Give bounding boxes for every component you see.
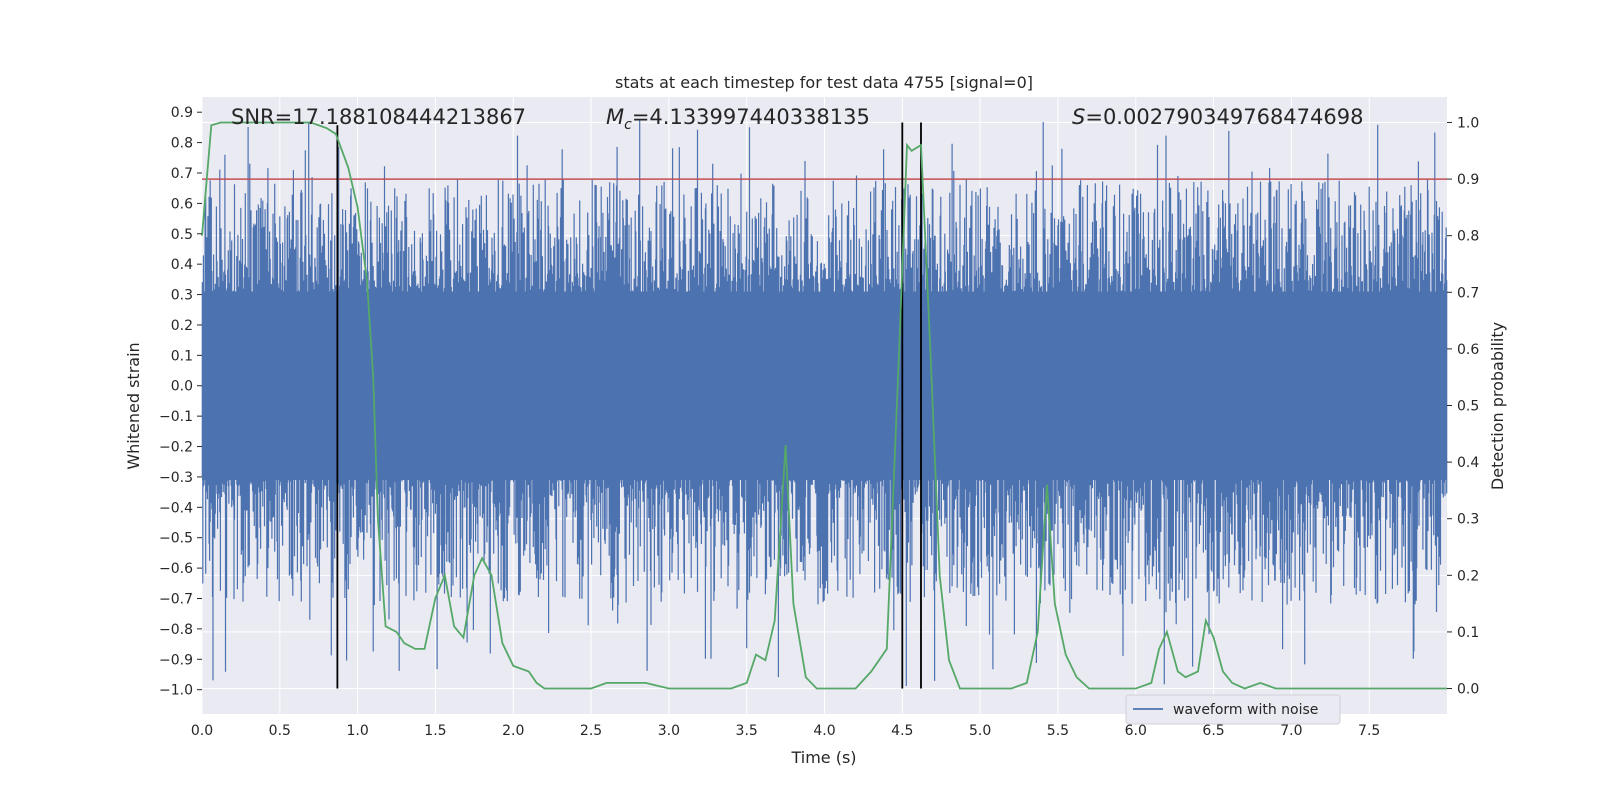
y2-tick-label: 1.0	[1457, 115, 1479, 131]
y-axis-ticks: 0.9 0.8 0.7 0.6 0.5 0.4 0.3 0.2 0.1 0.0 −0.1 −0.2 −0…	[159, 105, 202, 699]
x-tick-label: 0.0	[191, 723, 213, 739]
s-symbol: S	[1072, 105, 1085, 129]
chirp-mass-value: =4.133997440338135	[632, 105, 870, 129]
snr-annotation: SNR=17.188108444213867	[231, 105, 526, 129]
waveform-with-noise-series	[201, 120, 1448, 686]
y2-tick-label: 0.8	[1457, 229, 1479, 245]
chirp-mass-annotation: Mc=4.133997440338135	[606, 105, 870, 133]
legend: waveform with noise	[1125, 694, 1341, 725]
x-tick-label: 7.0	[1280, 723, 1302, 739]
y-tick-label: 0.7	[171, 166, 193, 182]
x-tick-label: 1.5	[424, 723, 446, 739]
x-tick-label: 4.5	[891, 723, 913, 739]
detection-probability-line	[201, 121, 1447, 690]
y2-tick-label: 0.1	[1457, 625, 1479, 641]
y2-tick-label: 0.7	[1457, 285, 1479, 301]
y-tick-label: 0.5	[171, 227, 193, 243]
y2-tick-label: 0.9	[1457, 172, 1479, 188]
y-tick-label: 0.8	[171, 136, 193, 152]
x-axis-label: Time (s)	[790, 748, 856, 767]
y-tick-label: −0.9	[159, 652, 193, 668]
x-tick-label: 2.0	[502, 723, 524, 739]
legend-entry: waveform with noise	[1173, 702, 1318, 718]
y-tick-label: 0.3	[171, 288, 193, 304]
x-axis-ticks: 0.0 0.5 1.0 1.5 2.0 2.5 3.0 3.5 4.0 4.5 5.0 5.5 6.0 6…	[191, 723, 1380, 739]
y2-tick-label: 0.2	[1457, 568, 1479, 584]
y-tick-label: 0.9	[171, 105, 193, 121]
x-tick-label: 1.0	[346, 723, 368, 739]
x-tick-label: 0.5	[269, 723, 291, 739]
y2-axis-label: Detection probability	[1488, 322, 1507, 490]
y-tick-label: −0.2	[159, 440, 193, 456]
x-tick-label: 2.5	[580, 723, 602, 739]
y-tick-label: 0.0	[171, 379, 193, 395]
y2-tick-label: 0.5	[1457, 399, 1479, 415]
x-tick-label: 5.0	[969, 723, 991, 739]
x-tick-label: 3.5	[736, 723, 758, 739]
y-tick-label: 0.1	[171, 348, 193, 364]
x-tick-label: 4.0	[813, 723, 835, 739]
waveform-trace	[201, 120, 1448, 686]
y-tick-label: 0.6	[171, 196, 193, 212]
y-tick-label: −1.0	[159, 683, 193, 699]
y2-tick-label: 0.6	[1457, 342, 1479, 358]
y-tick-label: −0.7	[159, 592, 193, 608]
y-tick-label: −0.6	[159, 561, 193, 577]
y-tick-label: −0.5	[159, 531, 193, 547]
chirp-mass-symbol: M	[606, 105, 624, 129]
x-tick-label: 6.0	[1125, 723, 1147, 739]
x-tick-label: 5.5	[1047, 723, 1069, 739]
s-value: =0.002790349768474698	[1085, 105, 1363, 129]
y-axis-label: Whitened strain	[124, 342, 143, 469]
chirp-mass-subscript: c	[624, 117, 632, 133]
event-vertical-lines	[336, 122, 922, 689]
x-tick-label: 7.5	[1358, 723, 1380, 739]
legend-box	[1125, 694, 1341, 725]
y-tick-label: 0.2	[171, 318, 193, 334]
y2-tick-label: 0.3	[1457, 512, 1479, 528]
s-annotation: S=0.002790349768474698	[1072, 105, 1363, 129]
y-tick-label: −0.8	[159, 622, 193, 638]
y-tick-label: −0.3	[159, 470, 193, 486]
y-tick-label: 0.4	[171, 257, 193, 273]
y2-axis-ticks: 1.0 0.9 0.8 0.7 0.6 0.5 0.4 0.3 0.2 0.1 0.0	[1447, 115, 1479, 698]
x-tick-label: 3.0	[658, 723, 680, 739]
y-tick-label: −0.4	[159, 500, 193, 516]
chart-title: stats at each timestep for test data 475…	[615, 73, 1033, 92]
y-tick-label: −0.1	[159, 409, 193, 425]
x-tick-label: 6.5	[1202, 723, 1224, 739]
y2-tick-label: 0.0	[1457, 682, 1479, 698]
y2-tick-label: 0.4	[1457, 455, 1479, 471]
